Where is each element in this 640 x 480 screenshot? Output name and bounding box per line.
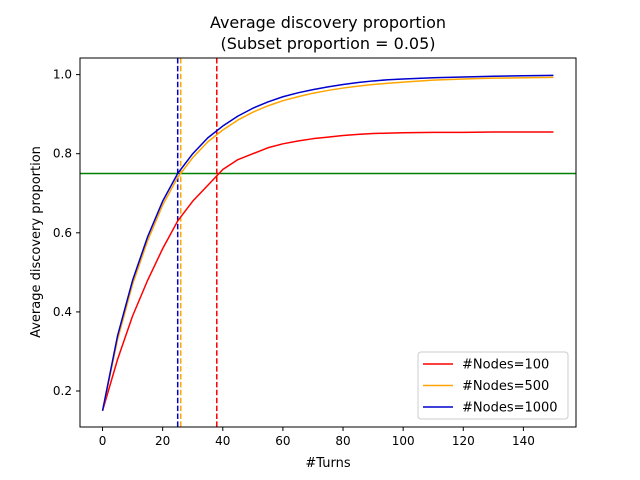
- y-tick-label: 0.2: [53, 384, 72, 398]
- x-tick-label: 100: [392, 434, 415, 448]
- x-axis: 0 20 40 60 80 100 120 140: [99, 427, 535, 448]
- legend-box: [417, 351, 569, 420]
- series-line: [101, 74, 554, 411]
- series-line: [101, 76, 554, 411]
- reference-lines: [80, 58, 576, 427]
- y-axis-label: Average discovery proportion: [29, 146, 44, 338]
- x-axis-label: #Turns: [305, 456, 350, 471]
- x-tick-label: 20: [155, 434, 170, 448]
- legend-label: #Nodes=1000: [462, 401, 558, 416]
- y-tick-label: 0.6: [53, 226, 72, 240]
- x-tick-label: 120: [452, 434, 475, 448]
- y-tick-label: 0.8: [53, 147, 72, 161]
- chart-title: Average discovery proportion: [210, 13, 446, 32]
- y-axis: 0.2 0.4 0.6 0.8 1.0: [53, 68, 80, 398]
- x-tick-label: 80: [335, 434, 350, 448]
- series-line: [101, 131, 554, 411]
- y-tick-label: 1.0: [53, 68, 72, 82]
- legend: #Nodes=100 #Nodes=500 #Nodes=1000: [417, 351, 569, 420]
- x-tick-label: 60: [275, 434, 290, 448]
- plot-area-frame: [79, 57, 577, 428]
- legend-label: #Nodes=500: [462, 379, 549, 394]
- x-tick-label: 140: [512, 434, 535, 448]
- series-lines: [101, 74, 554, 411]
- y-tick-label: 0.4: [53, 305, 72, 319]
- chart-subtitle: (Subset proportion = 0.05): [220, 34, 435, 53]
- x-tick-label: 40: [215, 434, 230, 448]
- legend-label: #Nodes=100: [462, 358, 549, 373]
- x-tick-label: 0: [99, 434, 107, 448]
